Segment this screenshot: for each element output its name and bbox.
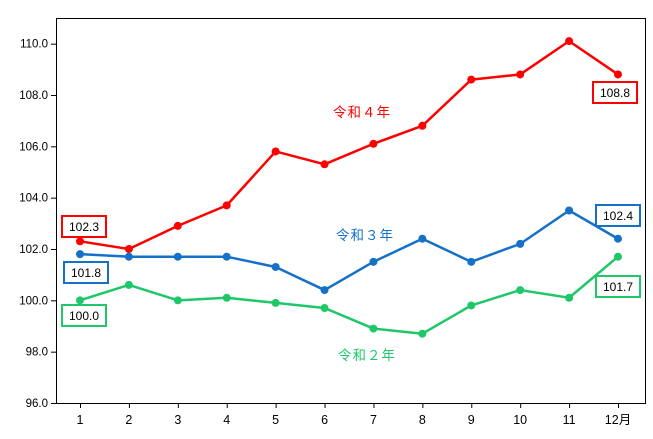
data-point-marker — [320, 160, 329, 169]
data-point-marker — [124, 280, 133, 289]
data-label-reiwa4-end: 108.8 — [592, 81, 638, 104]
data-point-marker — [516, 70, 525, 79]
data-label-reiwa3-end: 102.4 — [595, 204, 641, 227]
x-axis-tick-label: 5 — [272, 413, 279, 427]
data-point-marker — [418, 234, 427, 243]
data-point-marker — [614, 252, 622, 261]
x-axis-tick-label: 9 — [468, 413, 475, 427]
x-axis-tick-label: 3 — [174, 413, 181, 427]
data-label-reiwa2-start: 100.0 — [61, 304, 107, 327]
series-line — [79, 209, 619, 292]
data-point-marker — [565, 206, 574, 215]
data-point-marker — [222, 252, 231, 261]
data-point-marker — [565, 37, 574, 46]
data-point-marker — [271, 262, 280, 271]
data-point-marker — [271, 147, 280, 156]
data-point-marker — [124, 252, 133, 261]
plot-border — [56, 18, 646, 404]
data-point-marker — [173, 296, 182, 305]
x-axis-tick-label: 1 — [77, 413, 84, 427]
data-label-reiwa3-start: 101.8 — [63, 261, 109, 284]
x-axis-tick-label: 8 — [419, 413, 426, 427]
y-axis-tick-label: 104.0 — [19, 193, 48, 205]
data-point-marker — [369, 324, 378, 333]
series-line — [79, 39, 619, 251]
x-axis-tick-label: 4 — [223, 413, 230, 427]
data-point-marker — [516, 239, 525, 248]
data-point-marker — [565, 293, 574, 302]
data-point-marker — [173, 252, 182, 261]
data-label-reiwa2-end: 101.7 — [595, 275, 641, 298]
x-axis-tick-label: 7 — [370, 413, 377, 427]
y-axis-tick-label: 100.0 — [19, 295, 48, 307]
x-axis-tick-label: 10 — [513, 413, 527, 427]
x-axis-tick-label: 6 — [321, 413, 328, 427]
x-axis-tick-label: 11 — [563, 413, 576, 427]
series-label-reiwa3: 令和３年 — [336, 228, 394, 243]
data-point-marker — [467, 301, 476, 310]
series-label-reiwa2: 令和２年 — [338, 348, 396, 363]
data-point-marker — [124, 245, 133, 253]
data-point-marker — [320, 304, 329, 313]
data-point-marker — [516, 286, 525, 295]
data-point-marker — [467, 257, 476, 266]
data-point-marker — [76, 250, 84, 259]
data-point-marker — [76, 237, 84, 246]
data-point-marker — [173, 221, 182, 230]
series-label-reiwa4: 令和４年 — [333, 105, 391, 120]
x-axis-tick-label: 12月 — [605, 413, 631, 427]
y-axis-tick-label: 96.0 — [26, 398, 48, 410]
y-axis-tick-label: 110.0 — [20, 39, 48, 51]
data-point-marker — [271, 298, 280, 307]
data-point-marker — [418, 121, 427, 130]
data-point-marker — [222, 293, 231, 302]
data-point-marker — [614, 234, 622, 243]
y-axis-tick-label: 108.0 — [19, 90, 48, 102]
data-point-marker — [418, 329, 427, 338]
y-axis-tick-label: 98.0 — [26, 347, 48, 359]
data-point-marker — [222, 201, 231, 210]
series-line — [79, 255, 619, 335]
data-point-marker — [369, 257, 378, 266]
y-axis-tick-label: 106.0 — [19, 141, 48, 153]
data-point-marker — [76, 296, 84, 305]
x-axis-tick-label: 2 — [125, 413, 132, 427]
data-point-marker — [369, 139, 378, 148]
data-point-marker — [320, 286, 329, 295]
y-axis-tick-label: 102.0 — [19, 244, 48, 256]
data-point-marker — [467, 75, 476, 84]
data-point-marker — [614, 70, 622, 79]
data-label-reiwa4-start: 102.3 — [61, 215, 107, 238]
